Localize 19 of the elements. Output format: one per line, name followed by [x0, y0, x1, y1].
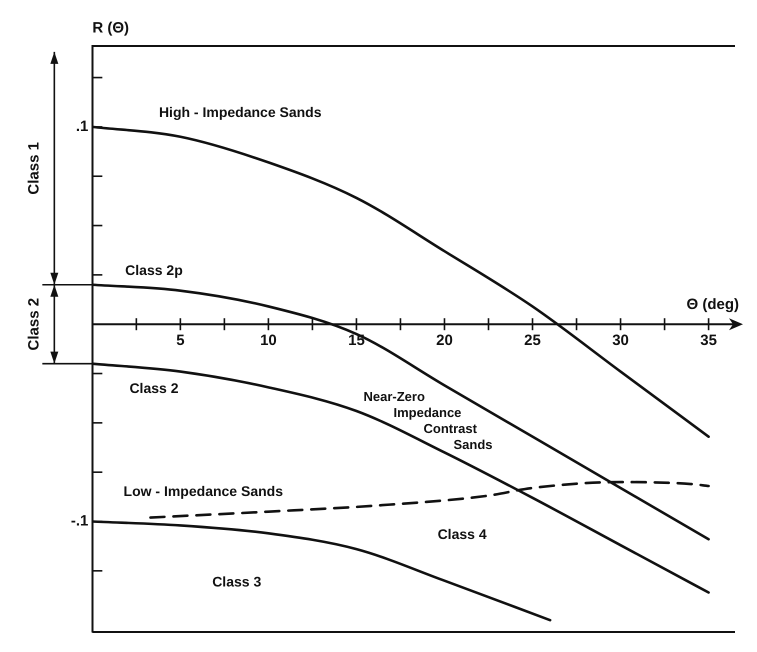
x-tick-label: 5: [176, 332, 185, 349]
text: Class 3: [212, 574, 262, 590]
x-tick-label: 30: [612, 332, 629, 349]
y-axis-title: R (Θ): [92, 20, 130, 37]
x-tick-label: 35: [700, 332, 717, 349]
series-label: Class 2p: [125, 262, 183, 278]
y-tick-label: .1: [76, 118, 88, 136]
y-tick-label: -.1: [70, 512, 88, 530]
text: Class 2: [25, 298, 42, 350]
x-tick-label: 20: [436, 332, 453, 349]
x-tick-label: 25: [524, 332, 541, 349]
annotation: Low - Impedance Sands: [124, 482, 284, 499]
x-axis-title: Θ (deg): [686, 296, 739, 313]
text: Class 1: [25, 142, 42, 195]
series-label: High - Impedance Sands: [158, 104, 322, 120]
annotation: Near-Zero Impedance Contrast Sands: [363, 388, 492, 452]
series-label: Class 4: [438, 526, 487, 542]
x-tick-label: 10: [260, 332, 277, 349]
series-label: Class 2: [129, 380, 179, 396]
